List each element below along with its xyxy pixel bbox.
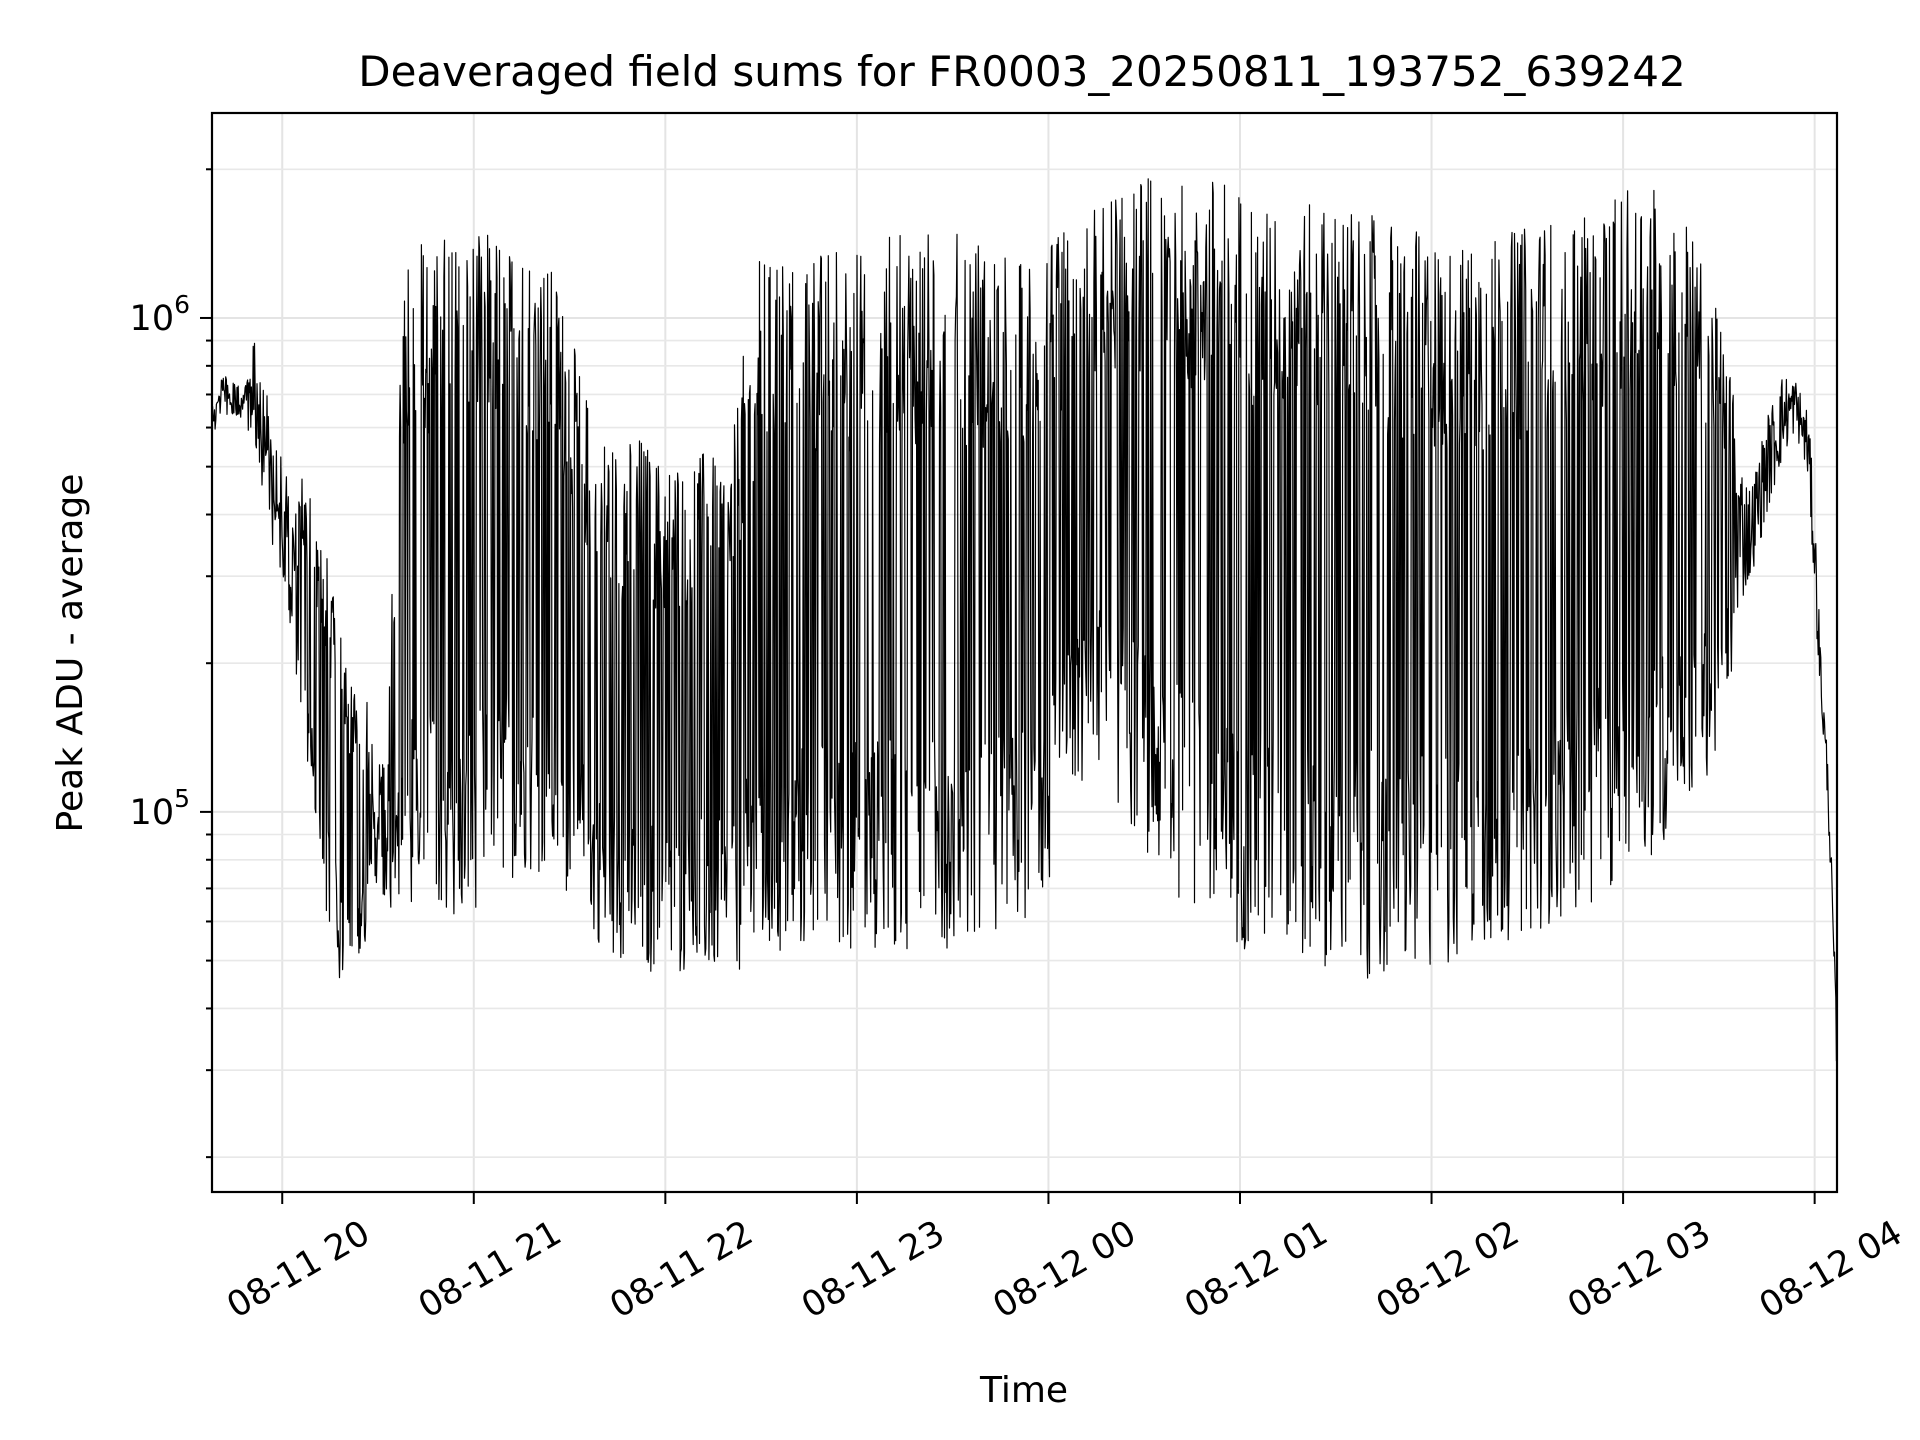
- series-layer: [211, 178, 1838, 1062]
- y-tick-label: 105: [130, 784, 190, 833]
- y-axis: 105 106: [130, 168, 212, 1159]
- series-line: [211, 178, 1838, 1062]
- plot-frame: [210, 111, 1839, 1194]
- y-axis-label: Peak ADU - average: [50, 474, 91, 833]
- chart-title: Deaveraged field sums for FR0003_2025081…: [358, 47, 1686, 96]
- x-axis-label: Time: [979, 1370, 1068, 1411]
- y-tick-label: 106: [130, 290, 190, 339]
